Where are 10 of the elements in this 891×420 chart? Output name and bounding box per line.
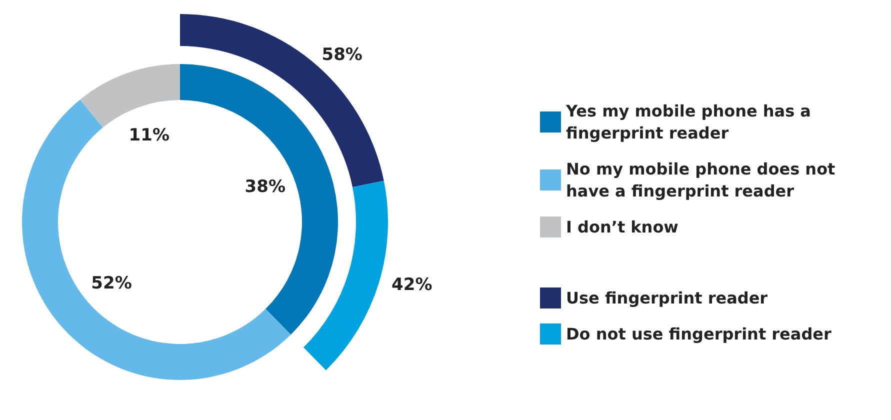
data-label: 42% xyxy=(392,275,432,296)
legend-label: I don’t know xyxy=(566,218,679,236)
legend-label: Use fingerprint reader xyxy=(566,288,768,308)
data-label: 52% xyxy=(91,273,132,294)
legend-label: Do not use fingerprint reader xyxy=(566,324,832,344)
data-label: 58% xyxy=(322,44,362,65)
legend-label: Yes my mobile phone has a fingerprint reader xyxy=(565,102,817,142)
legend-label: No my mobile phone does not have a fingerprint reader xyxy=(566,160,841,200)
data-label: 38% xyxy=(244,177,286,198)
data-label: 11% xyxy=(128,125,170,146)
